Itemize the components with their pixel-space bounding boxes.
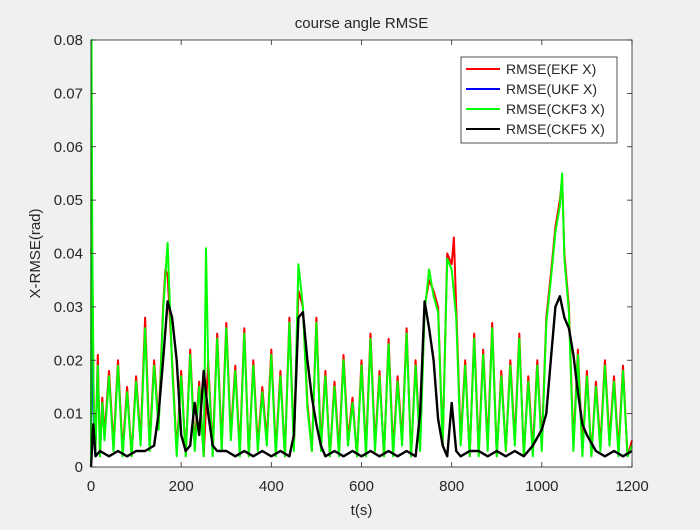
- y-tick-label: 0.06: [54, 139, 83, 156]
- legend-label-2: RMSE(UKF X): [506, 81, 597, 97]
- y-tick-label: 0: [75, 459, 83, 476]
- x-tick-label: 1000: [525, 478, 558, 495]
- y-axis: 0 0.01 0.02 0.03 0.04 0.05 0.06 0.07 0.08: [54, 32, 632, 476]
- legend-label-3: RMSE(CKF3 X): [506, 101, 605, 117]
- y-tick-label: 0.05: [54, 192, 83, 209]
- chart-title: course angle RMSE: [295, 15, 428, 32]
- x-axis-label: t(s): [351, 502, 373, 519]
- y-tick-label: 0.07: [54, 85, 83, 102]
- legend-label-1: RMSE(EKF X): [506, 61, 596, 77]
- legend-label-4: RMSE(CKF5 X): [506, 121, 605, 137]
- x-axis: 0 200 400 600 800 1000 1200: [87, 40, 649, 495]
- x-tick-label: 1200: [615, 478, 648, 495]
- x-tick-label: 0: [87, 478, 95, 495]
- x-tick-label: 400: [259, 478, 284, 495]
- series-line-3: [90, 39, 633, 468]
- y-tick-label: 0.03: [54, 299, 83, 316]
- series-line-4: [89, 295, 633, 468]
- y-tick-label: 0.08: [54, 32, 83, 49]
- legend: RMSE(EKF X) RMSE(UKF X) RMSE(CKF3 X) RMSE(C…: [460, 56, 618, 144]
- series-layer: [89, 39, 633, 468]
- y-tick-label: 0.01: [54, 406, 83, 423]
- y-tick-label: 0.04: [54, 246, 83, 263]
- y-axis-label: X-RMSE(rad): [27, 208, 44, 298]
- y-tick-label: 0.02: [54, 352, 83, 369]
- x-tick-label: 800: [439, 478, 464, 495]
- x-tick-label: 600: [349, 478, 374, 495]
- x-tick-label: 200: [169, 478, 194, 495]
